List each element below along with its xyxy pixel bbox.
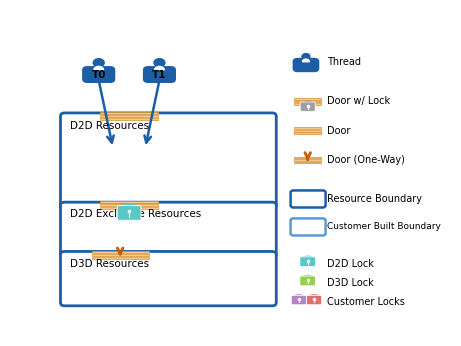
Polygon shape — [302, 59, 309, 62]
Text: T0: T0 — [91, 70, 106, 80]
Text: Door (One-Way): Door (One-Way) — [327, 155, 405, 165]
Bar — [294, 98, 321, 100]
FancyBboxPatch shape — [307, 295, 322, 305]
Text: D2D Exclusive Resources: D2D Exclusive Resources — [70, 209, 201, 219]
Bar — [294, 130, 321, 131]
FancyBboxPatch shape — [291, 295, 306, 305]
Polygon shape — [94, 66, 104, 70]
Text: Customer Built Boundary: Customer Built Boundary — [327, 222, 441, 231]
Text: D2D Lock: D2D Lock — [327, 259, 374, 269]
FancyBboxPatch shape — [143, 67, 175, 82]
Text: Door: Door — [327, 126, 351, 136]
FancyBboxPatch shape — [83, 67, 115, 82]
Bar — [294, 127, 321, 129]
Text: D3D Resources: D3D Resources — [70, 259, 149, 268]
Text: T1: T1 — [152, 70, 167, 80]
Bar — [294, 159, 321, 161]
Bar — [294, 133, 321, 134]
Text: D2D Resources: D2D Resources — [70, 121, 149, 131]
FancyBboxPatch shape — [300, 102, 315, 111]
FancyBboxPatch shape — [60, 252, 276, 306]
Circle shape — [302, 54, 310, 60]
Bar — [294, 162, 321, 163]
FancyBboxPatch shape — [300, 276, 316, 286]
Bar — [100, 201, 158, 203]
FancyBboxPatch shape — [290, 190, 325, 208]
Text: Door w/ Lock: Door w/ Lock — [327, 97, 390, 107]
Bar — [100, 118, 158, 120]
Bar — [294, 103, 321, 105]
Bar — [100, 112, 158, 114]
Text: Resource Boundary: Resource Boundary — [327, 194, 422, 204]
Bar — [92, 254, 149, 256]
FancyBboxPatch shape — [60, 113, 276, 209]
Bar — [100, 207, 158, 209]
Bar — [100, 115, 158, 117]
Circle shape — [154, 59, 165, 67]
Text: Thread: Thread — [327, 56, 361, 66]
FancyBboxPatch shape — [117, 206, 141, 220]
Bar — [92, 257, 149, 259]
FancyBboxPatch shape — [300, 257, 316, 267]
Bar — [92, 251, 149, 253]
FancyBboxPatch shape — [60, 202, 276, 258]
FancyBboxPatch shape — [293, 58, 319, 72]
Bar — [294, 157, 321, 158]
Text: D3D Lock: D3D Lock — [327, 278, 374, 288]
Bar — [100, 204, 158, 206]
Polygon shape — [154, 66, 164, 70]
FancyBboxPatch shape — [290, 218, 325, 236]
Text: Customer Locks: Customer Locks — [327, 297, 405, 307]
Circle shape — [93, 59, 104, 67]
Bar — [294, 101, 321, 102]
